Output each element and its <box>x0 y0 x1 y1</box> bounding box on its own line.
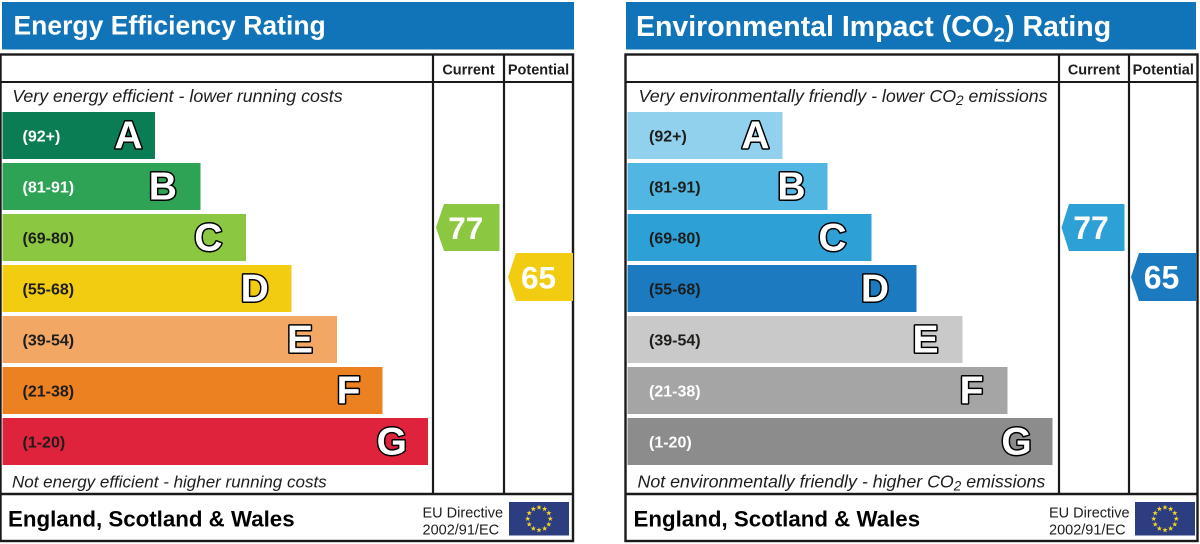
svg-text:England, Scotland & Wales: England, Scotland & Wales <box>8 507 295 532</box>
svg-text:B: B <box>149 166 177 209</box>
svg-text:(55-68): (55-68) <box>23 281 75 298</box>
svg-text:(69-80): (69-80) <box>649 230 701 247</box>
svg-text:EU Directive: EU Directive <box>1049 506 1130 522</box>
svg-text:A: A <box>741 115 769 158</box>
svg-text:Potential: Potential <box>1133 62 1194 78</box>
svg-text:(1-20): (1-20) <box>649 434 692 451</box>
svg-text:Not environmentally friendly -: Not environmentally friendly - higher CO… <box>638 472 1046 494</box>
svg-text:77: 77 <box>448 210 483 246</box>
svg-text:(92+): (92+) <box>23 128 61 145</box>
svg-text:65: 65 <box>1144 260 1180 296</box>
svg-text:(21-38): (21-38) <box>649 383 701 400</box>
svg-text:Very environmentally friendly: Very environmentally friendly - lower CO… <box>639 86 1048 108</box>
svg-text:C: C <box>194 217 222 260</box>
svg-text:(39-54): (39-54) <box>23 332 75 349</box>
svg-text:2002/91/EC: 2002/91/EC <box>1049 523 1126 539</box>
svg-text:(55-68): (55-68) <box>649 281 701 298</box>
svg-text:E: E <box>912 319 938 362</box>
svg-text:C: C <box>818 217 846 260</box>
svg-text:England, Scotland & Wales: England, Scotland & Wales <box>634 507 921 532</box>
svg-text:2002/91/EC: 2002/91/EC <box>423 523 500 539</box>
svg-text:B: B <box>777 166 805 209</box>
svg-text:(1-20): (1-20) <box>23 434 66 451</box>
svg-text:65: 65 <box>521 260 556 296</box>
svg-text:E: E <box>287 319 313 362</box>
svg-text:F: F <box>960 370 984 413</box>
svg-text:Potential: Potential <box>508 62 569 78</box>
svg-text:G: G <box>1001 421 1031 464</box>
svg-text:Current: Current <box>442 62 495 78</box>
svg-text:EU Directive: EU Directive <box>423 506 504 522</box>
svg-text:Current: Current <box>1068 62 1121 78</box>
svg-text:D: D <box>241 268 269 311</box>
svg-text:(92+): (92+) <box>649 128 687 145</box>
svg-text:F: F <box>337 370 361 413</box>
svg-text:(39-54): (39-54) <box>649 332 701 349</box>
svg-text:77: 77 <box>1073 210 1109 246</box>
svg-text:(81-91): (81-91) <box>649 179 701 196</box>
svg-text:D: D <box>861 268 889 311</box>
svg-text:A: A <box>114 115 142 158</box>
svg-text:(21-38): (21-38) <box>23 383 75 400</box>
svg-text:G: G <box>377 421 407 464</box>
svg-text:Not energy efficient - higher: Not energy efficient - higher running co… <box>12 473 327 492</box>
svg-text:(69-80): (69-80) <box>23 230 75 247</box>
svg-text:(81-91): (81-91) <box>23 179 75 196</box>
svg-text:Very energy efficient - lower: Very energy efficient - lower running co… <box>12 86 343 106</box>
svg-text:Energy Efficiency Rating: Energy Efficiency Rating <box>14 11 326 41</box>
svg-text:Environmental Impact (CO2) Rat: Environmental Impact (CO2) Rating <box>636 11 1111 47</box>
